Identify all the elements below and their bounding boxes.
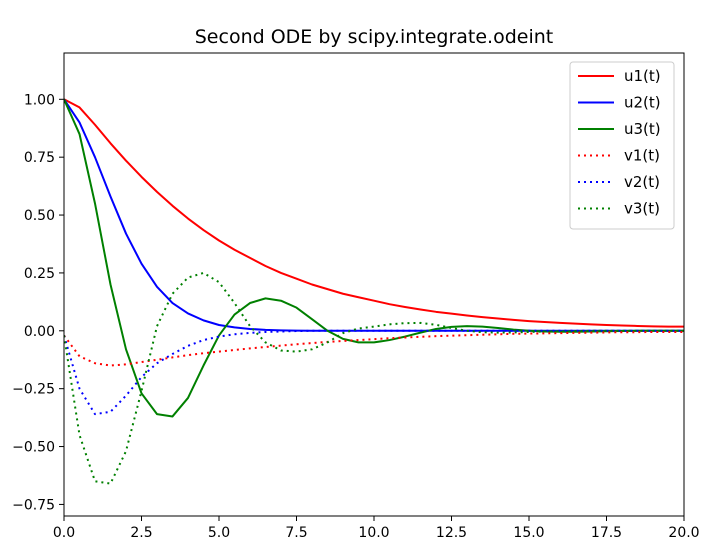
legend: u1(t) u2(t) u3(t) v1(t) v2(t) v3(t) — [569, 61, 675, 230]
y-tick-label: 0.75 — [24, 150, 55, 166]
x-tick-label: 5.0 — [208, 525, 230, 541]
x-tick-label: 20.0 — [668, 525, 699, 541]
series-layer — [64, 98, 684, 485]
legend-label: u3(t) — [624, 120, 661, 138]
x-tick-label: 15.0 — [513, 525, 544, 541]
x-tick-label: 7.5 — [285, 525, 307, 541]
legend-box — [569, 61, 675, 230]
legend-label: v3(t) — [624, 200, 660, 218]
legend-label: v2(t) — [624, 173, 660, 191]
series-line-v2t — [64, 329, 684, 416]
x-tick-label: 2.5 — [130, 525, 152, 541]
y-tick-label: −0.75 — [12, 497, 55, 513]
y-tick-label: 1.00 — [24, 92, 55, 108]
series-line-v3t — [64, 271, 684, 485]
chart-title: Second ODE by scipy.integrate.odeint — [195, 26, 554, 48]
x-tick-label: 17.5 — [591, 525, 622, 541]
legend-label: v1(t) — [624, 147, 660, 165]
y-tick-label: 0.00 — [24, 324, 55, 340]
x-tick-label: 0.0 — [53, 525, 75, 541]
y-tick-label: 0.50 — [24, 208, 55, 224]
y-tick-label: −0.25 — [12, 382, 55, 398]
y-tick-label: −0.50 — [12, 440, 55, 456]
y-tick-label: 0.25 — [24, 266, 55, 282]
x-tick-label: 10.0 — [358, 525, 389, 541]
axes-layer: 0.0 2.5 5.0 7.5 10.0 12.5 15.0 17.5 20.0 −0.75 −0.… — [12, 52, 700, 541]
series-line-u1t — [64, 98, 684, 328]
legend-label: u1(t) — [624, 67, 661, 85]
legend-label: u2(t) — [624, 94, 661, 112]
x-tick-label: 12.5 — [436, 525, 467, 541]
series-line-u3t — [64, 98, 684, 418]
series-line-v1t — [64, 330, 684, 367]
